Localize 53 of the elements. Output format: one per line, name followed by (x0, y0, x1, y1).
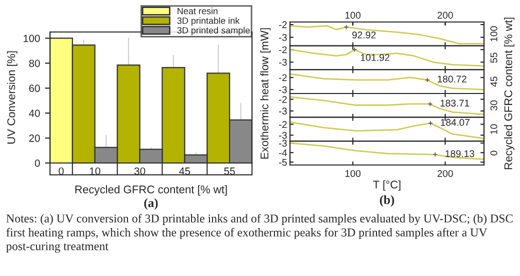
x-axis-title: Recycled GFRC content [% wt] (75, 185, 227, 196)
annotation: 180.72 (438, 76, 466, 83)
x2-tick-label: 200 (438, 12, 453, 19)
y-tick-label: -3 (279, 86, 287, 94)
y2-axis-title: Recycled GFRC content [% wt] (504, 18, 514, 170)
y-tick-label: 60 (29, 84, 40, 92)
y-tick-label: -3 (279, 108, 287, 115)
x-tick-label: 200 (438, 170, 453, 177)
legend-label: 3D printed sample (177, 26, 250, 36)
text: 55 (490, 52, 498, 63)
y-tick-label: -4 (279, 149, 287, 156)
y-tick-label: -2 (279, 121, 287, 128)
annotation: 92.92 (352, 32, 376, 38)
text: 0 (490, 150, 498, 156)
text: 100 (490, 26, 498, 42)
text: (a) (144, 198, 158, 210)
annotation: 189.13 (446, 150, 474, 158)
y-tick-label: -3 (279, 34, 287, 41)
text: 45 (490, 76, 498, 87)
y-tick-label: 20 (29, 134, 40, 142)
y-tick-label: -5 (279, 158, 287, 166)
y-tick-label: -3 (279, 132, 287, 139)
line-series (290, 73, 484, 90)
y-axis-title: UV Conversion [%] (6, 51, 18, 144)
text: Notes: (a) UV conversion of 3D printable inks and of 3D printed samples evaluated by UV-DSC; (b) DSC first heating ramps, which show the presence of exothermic peaks for 3D printed samples after a UV post-curing treatment (6, 214, 513, 253)
y-tick-label: -3 (279, 58, 287, 66)
x2-tick-label: 100 (345, 12, 361, 19)
x-tick-label: 55 (224, 168, 235, 175)
y-tick-label: 80 (29, 60, 40, 68)
x-tick-label: 100 (345, 170, 361, 177)
y-tick-label: -2 (279, 21, 287, 28)
y-axis-title: Exothermic heat flow [mW] (260, 28, 271, 159)
x-axis-title: T [°C] (373, 180, 400, 191)
y-tick-label: -2 (279, 46, 287, 54)
y-tick-label: 0 (34, 160, 40, 167)
y-tick-label: 100 (24, 34, 40, 42)
annotation: 101.92 (360, 54, 390, 61)
line-series (290, 120, 484, 140)
y-tick-label: -3 (279, 140, 287, 147)
annotation: 183.71 (440, 100, 470, 107)
y-tick-label: -2 (279, 96, 287, 103)
text: 30 (490, 100, 498, 110)
annotation: 184.07 (440, 118, 470, 126)
legend-label: Neat resin (178, 8, 218, 14)
x-tick-label: 30 (134, 167, 146, 175)
line-series (290, 48, 484, 67)
text: 10 (490, 124, 498, 134)
text: (b) (380, 195, 394, 207)
x-tick-label: 45 (179, 168, 190, 175)
line-series (290, 96, 484, 116)
y-tick-label: -2 (279, 74, 287, 82)
legend-label: 3D printable ink (177, 17, 240, 26)
y-tick-label: 40 (28, 110, 40, 117)
